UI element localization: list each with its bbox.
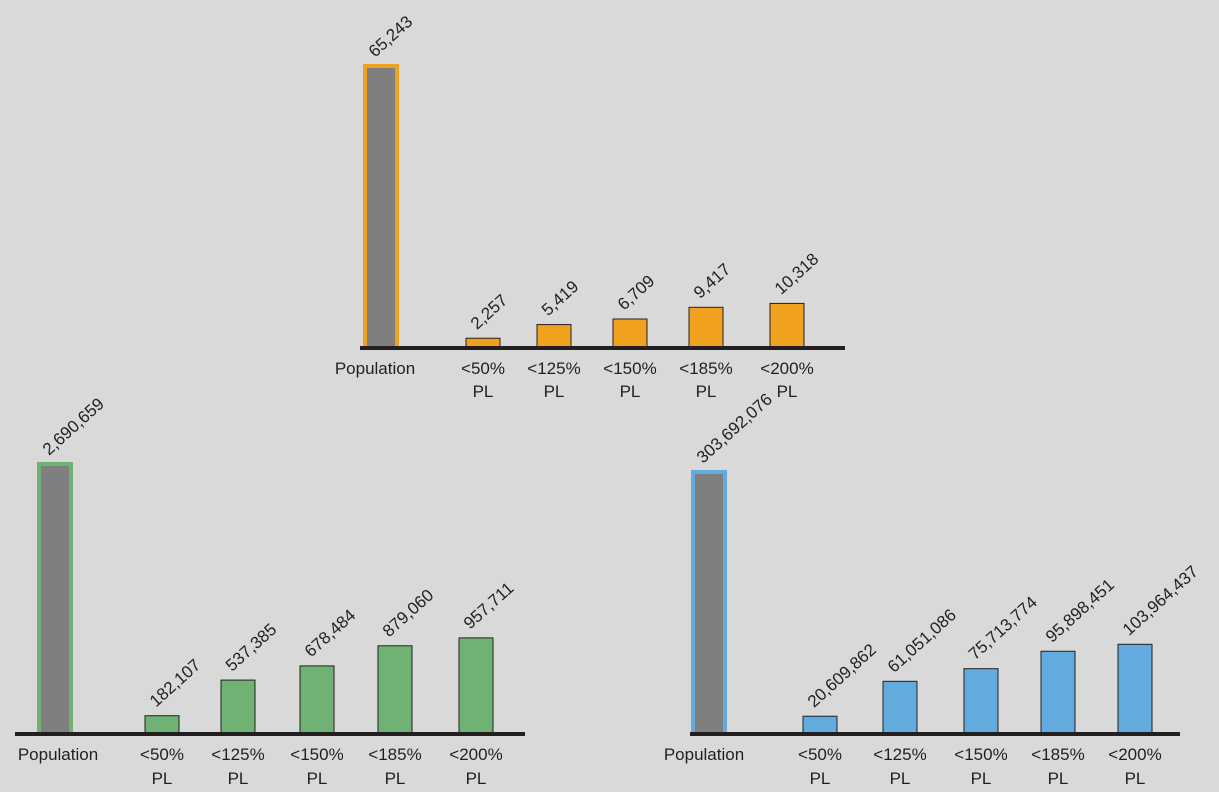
category-label: <200% [760,359,813,378]
category-label: <50% [798,745,842,764]
category-sublabel: PL [696,382,717,401]
category-sublabel: PL [466,769,487,788]
category-sublabel: PL [385,769,406,788]
poverty-bar [1040,650,1076,735]
category-sublabel: PL [777,382,798,401]
category-label: <125% [873,745,926,764]
data-label: 537,385 [222,620,280,675]
category-sublabel: PL [307,769,328,788]
data-label: 182,107 [146,655,204,710]
data-label: 75,713,774 [965,593,1041,664]
category-label: <150% [290,745,343,764]
category-label: <50% [140,745,184,764]
poverty-bar [536,324,572,349]
population-bar [691,470,727,736]
poverty-bar [688,306,724,349]
category-sublabel: PL [620,382,641,401]
poverty-bar [612,318,648,349]
category-label: <185% [679,359,732,378]
data-label: 5,419 [538,277,582,320]
category-sublabel: PL [1048,769,1069,788]
category-sublabel: PL [152,769,173,788]
data-label: 6,709 [614,271,658,314]
category-label: <150% [954,745,1007,764]
category-label: <125% [527,359,580,378]
data-label: 61,051,086 [884,605,960,676]
population-bar [37,462,73,736]
chart-3: 303,692,076 Population 20,609,862 <50% PL 61,… [664,390,1202,788]
poverty-bar [882,680,918,735]
chart-1: 65,243 Population 2,257 <50% PL 5,419 <125% PL 6… [335,12,845,401]
data-label: 879,060 [379,586,437,641]
category-sublabel: PL [228,769,249,788]
poverty-bar [220,679,256,735]
poverty-bar [377,645,413,735]
poverty-bar [299,665,335,735]
category-label: <200% [1108,745,1161,764]
poverty-bar [963,668,999,735]
data-label: 65,243 [365,12,416,61]
category-label: <150% [603,359,656,378]
poverty-bar [144,715,180,735]
category-sublabel: PL [971,769,992,788]
category-label: Population [664,745,744,764]
category-label: <50% [461,359,505,378]
category-sublabel: PL [810,769,831,788]
data-label: 95,898,451 [1042,575,1118,646]
data-label: 957,711 [460,578,517,632]
poverty-bar [458,637,494,735]
data-label: 103,964,437 [1119,562,1202,639]
data-label: 20,609,862 [804,640,880,711]
category-label: <185% [368,745,421,764]
data-label: 9,417 [690,260,734,303]
population-bar [363,64,399,350]
category-sublabel: PL [473,382,494,401]
category-sublabel: PL [1125,769,1146,788]
category-label: <185% [1031,745,1084,764]
data-label: 678,484 [301,606,359,661]
poverty-bar [802,715,838,735]
category-sublabel: PL [890,769,911,788]
poverty-bar [769,302,805,349]
category-label: Population [335,359,415,378]
data-label: 303,692,076 [693,390,776,467]
data-label: 10,318 [771,249,822,298]
data-label: 2,690,659 [39,394,108,459]
category-label: <200% [449,745,502,764]
category-sublabel: PL [544,382,565,401]
chart-2: 2,690,659 Population 182,107 <50% PL 537,385 <… [15,394,525,788]
data-label: 2,257 [467,291,511,334]
category-label: Population [18,745,98,764]
category-label: <125% [211,745,264,764]
poverty-bar [1117,643,1153,735]
